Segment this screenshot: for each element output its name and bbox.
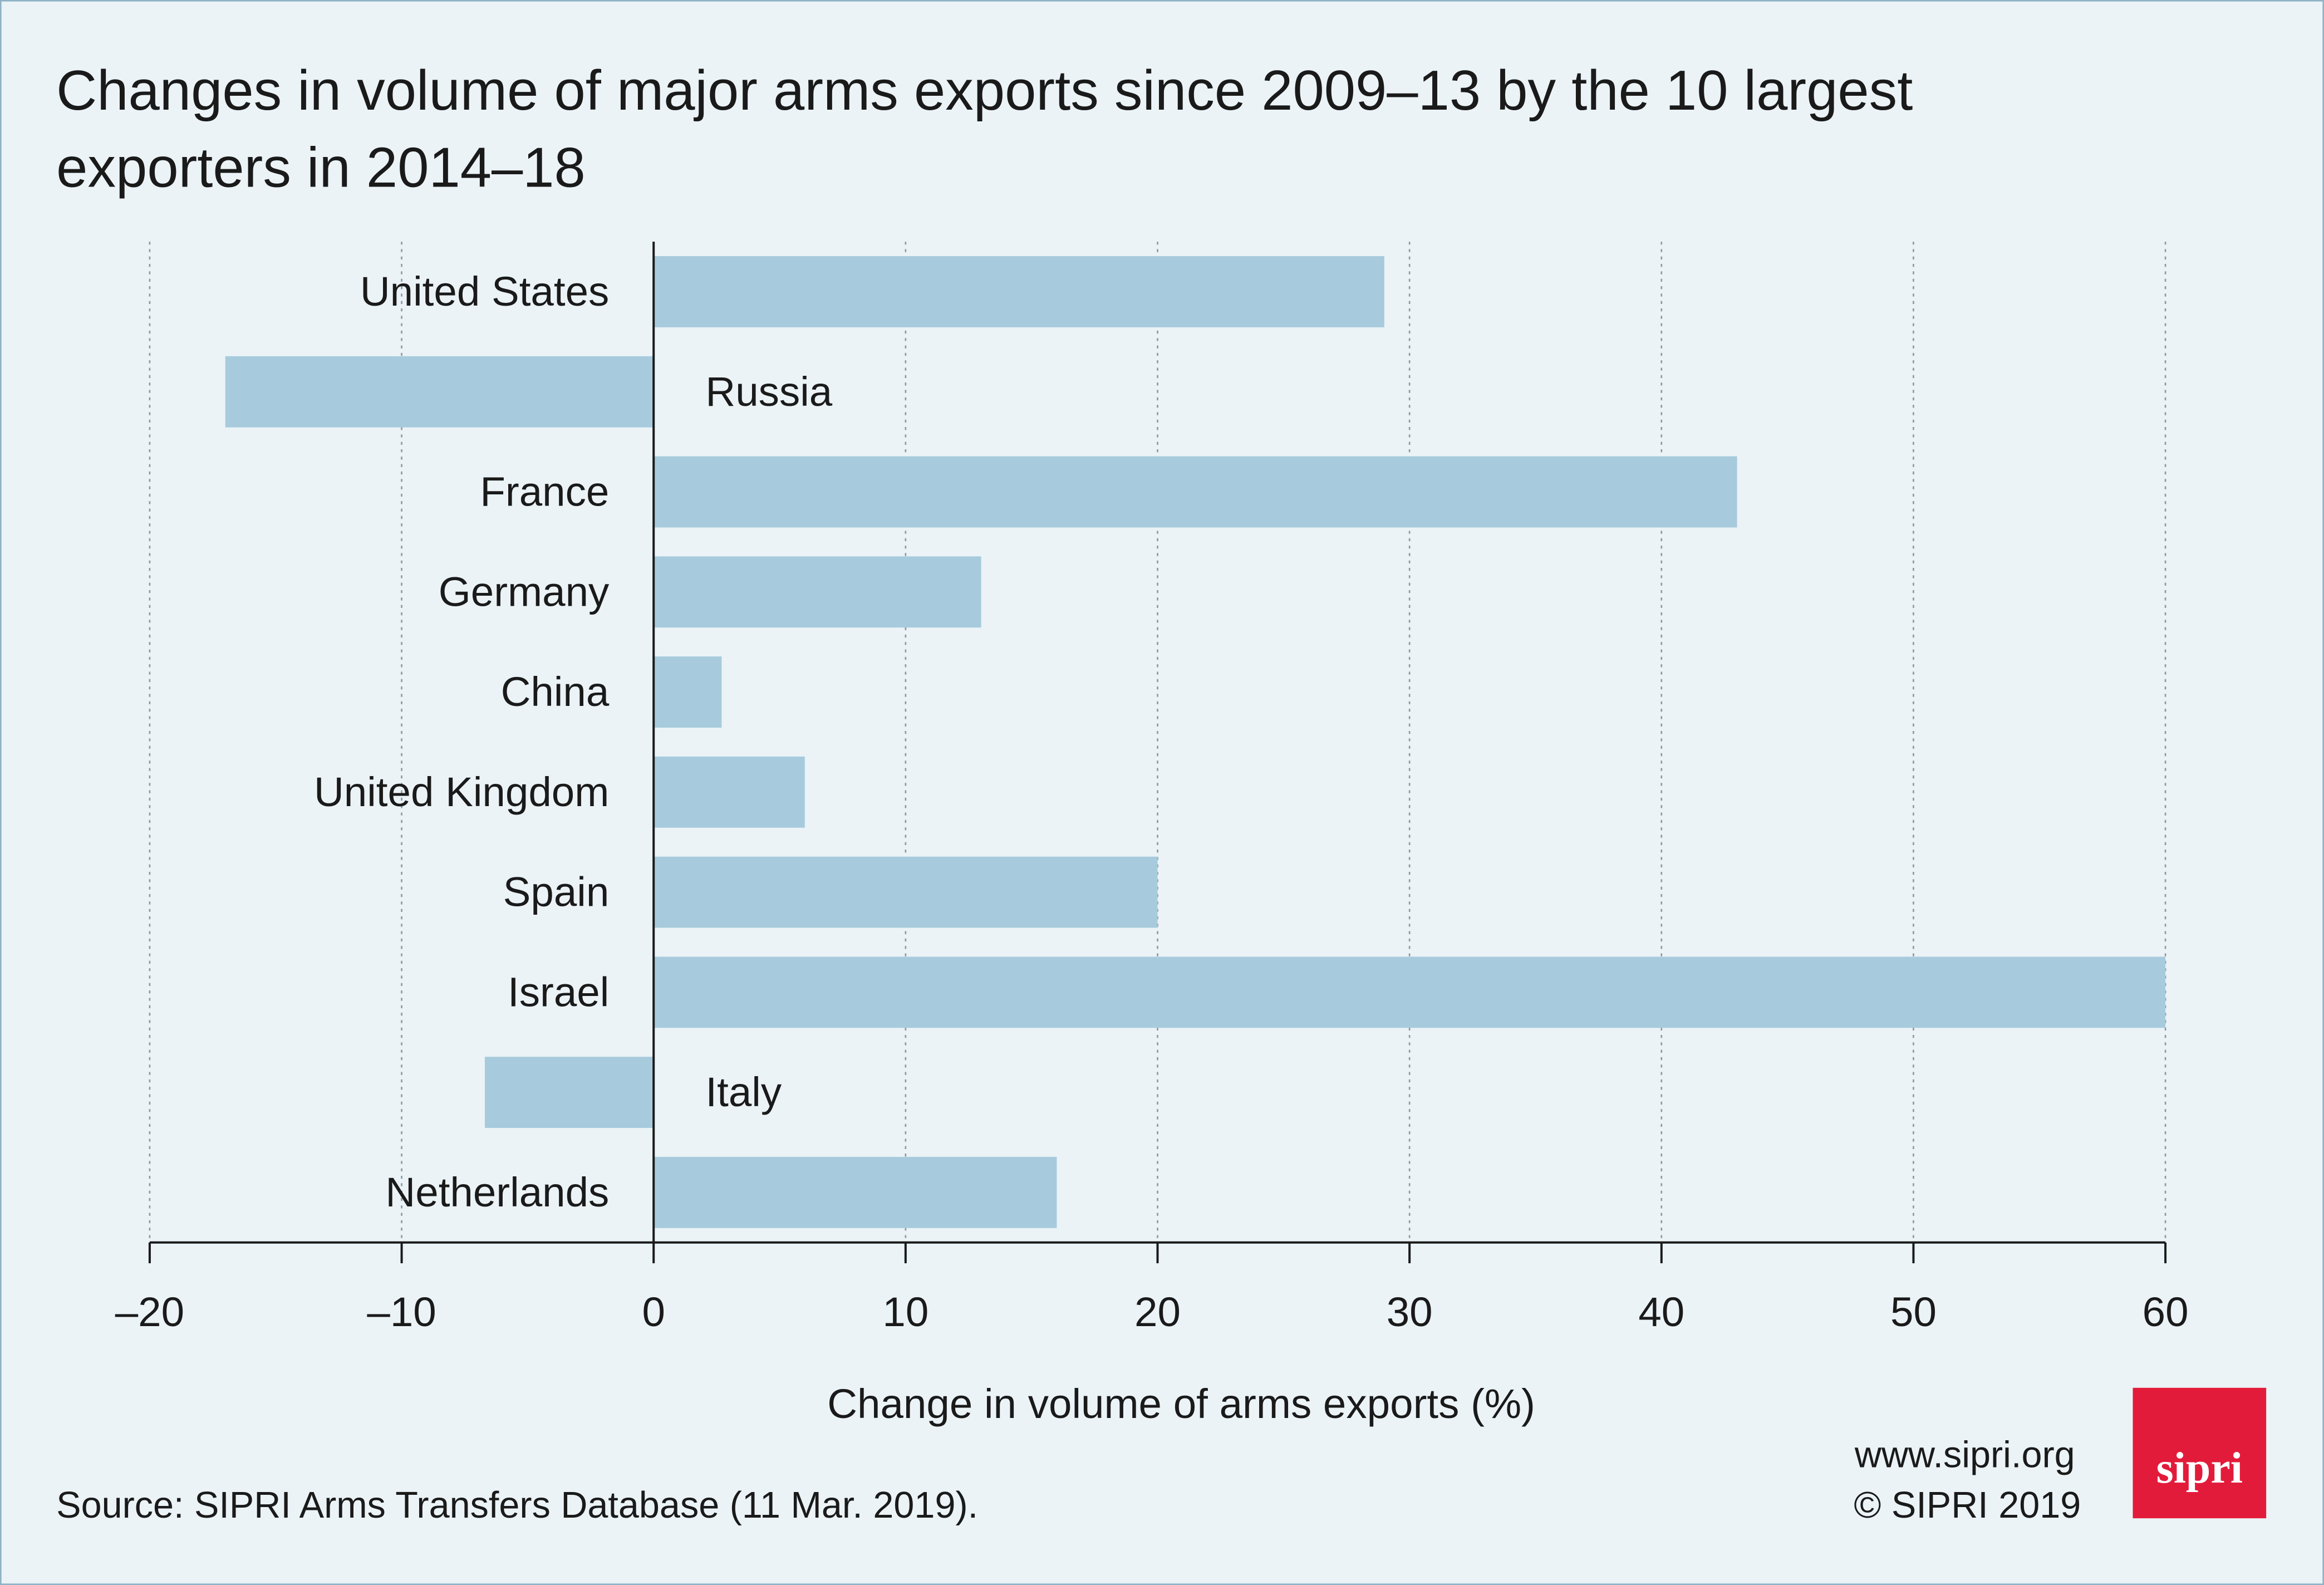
x-axis-label: Change in volume of arms exports (%) <box>827 1381 1535 1427</box>
x-tick-label: 20 <box>1134 1289 1181 1335</box>
x-tick-label: 10 <box>882 1289 928 1335</box>
source: Source: SIPRI Arms Transfers Database (1… <box>56 1485 978 1526</box>
bar <box>484 1057 654 1128</box>
category-label: Russia <box>705 369 832 415</box>
bar <box>654 256 1384 327</box>
category-label: Italy <box>705 1069 782 1115</box>
x-tick-label: 0 <box>642 1289 665 1335</box>
category-label: France <box>480 469 609 515</box>
bar <box>654 656 722 728</box>
bar <box>654 1156 1057 1228</box>
chart-title: Changes in volume of major arms exports … <box>56 61 1913 200</box>
x-tick-label: –20 <box>115 1289 184 1335</box>
category-label: Spain <box>503 869 610 915</box>
website: www.sipri.org <box>1854 1435 2075 1476</box>
category-label: United States <box>360 268 609 315</box>
category-label: Germany <box>439 568 610 615</box>
bar <box>654 956 2166 1028</box>
logo: sipri <box>2156 1444 2243 1493</box>
logo-box <box>2133 1387 2267 1519</box>
category-label: Netherlands <box>385 1169 609 1215</box>
x-tick-label: –10 <box>367 1289 436 1335</box>
x-tick-label: 50 <box>1890 1289 1937 1335</box>
bar <box>654 456 1737 528</box>
bar <box>654 756 805 828</box>
x-tick-label: 60 <box>2143 1289 2189 1335</box>
x-tick-label: 40 <box>1638 1289 1684 1335</box>
category-label: United Kingdom <box>314 769 609 815</box>
bar <box>654 856 1158 928</box>
bar <box>654 556 981 628</box>
bar <box>225 356 654 428</box>
category-label: Israel <box>508 969 609 1015</box>
copyright: © SIPRI 2019 <box>1854 1485 2081 1526</box>
x-tick-label: 30 <box>1387 1289 1433 1335</box>
category-label: China <box>501 669 610 715</box>
